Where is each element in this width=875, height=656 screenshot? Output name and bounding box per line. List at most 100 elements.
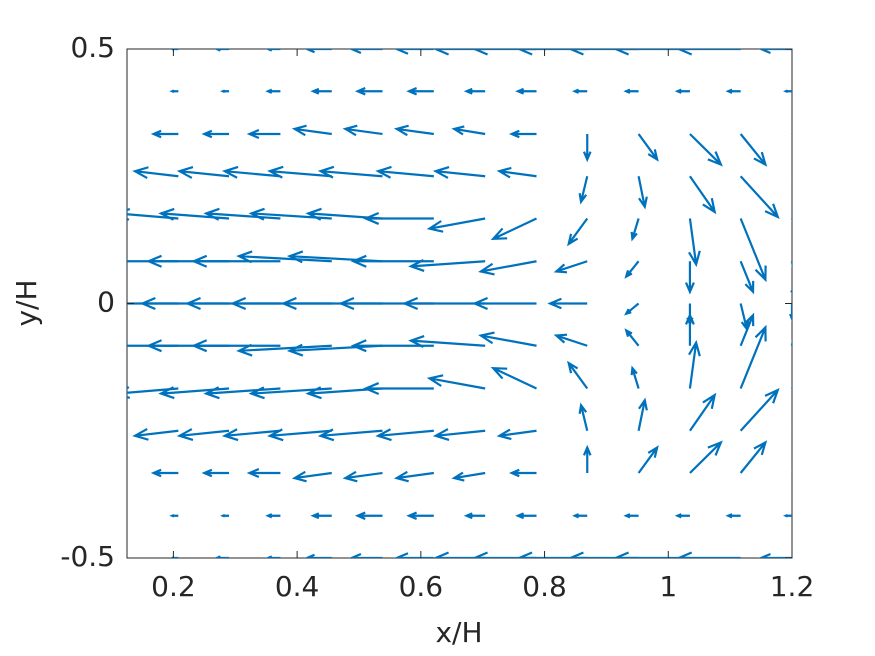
arrow <box>782 89 792 94</box>
arrow <box>739 260 755 295</box>
arrow <box>393 124 434 137</box>
arrow <box>115 47 127 50</box>
arrow <box>265 49 281 52</box>
arrow <box>127 175 128 177</box>
arrow <box>790 261 792 295</box>
arrow <box>115 556 127 559</box>
arrow <box>508 129 537 139</box>
arrow <box>291 124 332 137</box>
arrow <box>393 470 434 483</box>
arrow <box>790 385 792 389</box>
arrow <box>375 428 434 442</box>
arrow <box>630 218 640 242</box>
arrow <box>674 513 690 519</box>
arrow <box>689 392 717 432</box>
arrow <box>567 217 589 247</box>
arrow <box>463 87 486 95</box>
arrow <box>567 360 589 390</box>
arrow <box>688 339 701 389</box>
arrow <box>150 129 179 139</box>
arrow <box>176 166 230 179</box>
arrow <box>317 428 383 442</box>
arrow <box>246 468 281 478</box>
arrow <box>65 298 127 309</box>
arrows <box>65 47 792 559</box>
arrow <box>791 428 792 431</box>
arrow <box>675 551 741 558</box>
arrow <box>451 125 486 136</box>
arrow <box>432 428 486 441</box>
arrow <box>496 428 537 441</box>
arrow <box>220 89 230 94</box>
arrow <box>401 297 486 310</box>
arrow <box>246 129 281 139</box>
y-tick-label: 0 <box>97 286 115 319</box>
arrow <box>791 134 792 137</box>
arrow <box>408 259 486 272</box>
arrow <box>432 551 486 558</box>
arrow <box>689 175 717 215</box>
arrow <box>739 324 767 389</box>
arrow <box>132 427 179 441</box>
arrow <box>496 166 537 179</box>
arrow <box>612 49 690 56</box>
arrow <box>739 440 768 474</box>
arrow <box>406 511 434 520</box>
arrow <box>265 513 281 519</box>
arrow <box>304 49 332 54</box>
arrow <box>127 388 128 390</box>
arrow <box>221 428 281 442</box>
arrow <box>516 49 588 56</box>
arrow <box>127 345 128 347</box>
arrow <box>572 88 588 94</box>
x-tick-label: 0.2 <box>151 570 196 603</box>
arrow <box>612 551 690 558</box>
arrow <box>393 49 434 55</box>
arrow <box>426 217 486 233</box>
arrow <box>310 512 332 520</box>
arrow <box>190 254 281 268</box>
arrow <box>578 175 589 205</box>
arrow <box>582 444 592 473</box>
arrow <box>782 513 792 518</box>
arrow <box>236 250 332 264</box>
arrow <box>213 555 230 558</box>
arrow <box>169 89 179 94</box>
arrow <box>758 553 792 558</box>
arrow <box>578 402 589 432</box>
arrow <box>426 374 486 390</box>
arrow <box>354 87 383 96</box>
y-axis-label: y/H <box>10 279 43 326</box>
arrow <box>108 132 127 137</box>
arrow <box>221 165 281 179</box>
arrow <box>201 468 230 478</box>
x-tick-label: 0.4 <box>275 570 320 603</box>
arrow <box>348 553 383 558</box>
arrow <box>451 471 486 482</box>
arrow <box>213 49 230 52</box>
x-tick-label: 0.8 <box>522 570 567 603</box>
arrow <box>684 261 695 295</box>
arrow <box>516 551 588 558</box>
arrow <box>684 312 695 346</box>
arrow <box>637 397 648 431</box>
arrow <box>108 471 127 476</box>
arrow <box>203 207 281 221</box>
arrow <box>624 328 640 347</box>
arrow <box>553 333 588 347</box>
arrow <box>791 470 792 473</box>
arrow <box>169 513 179 518</box>
arrow <box>127 430 128 432</box>
arrow <box>623 513 639 519</box>
arrow <box>689 440 723 474</box>
arrow <box>739 133 768 167</box>
arrow <box>478 331 537 347</box>
arrow <box>393 552 434 558</box>
arrow <box>790 218 792 222</box>
arrow <box>508 468 537 478</box>
arrow <box>132 166 179 180</box>
arrow <box>362 212 434 225</box>
arrow <box>150 468 179 478</box>
arrow <box>725 513 741 519</box>
